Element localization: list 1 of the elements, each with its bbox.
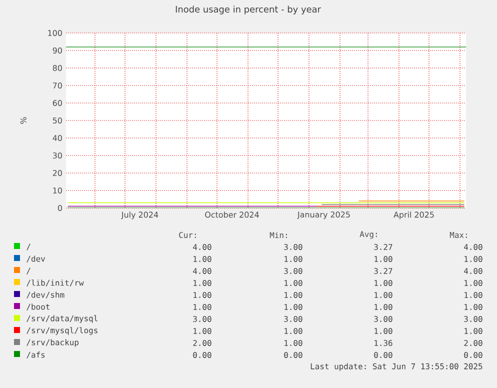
- chart-title: Inode usage in percent - by year: [176, 6, 321, 14]
